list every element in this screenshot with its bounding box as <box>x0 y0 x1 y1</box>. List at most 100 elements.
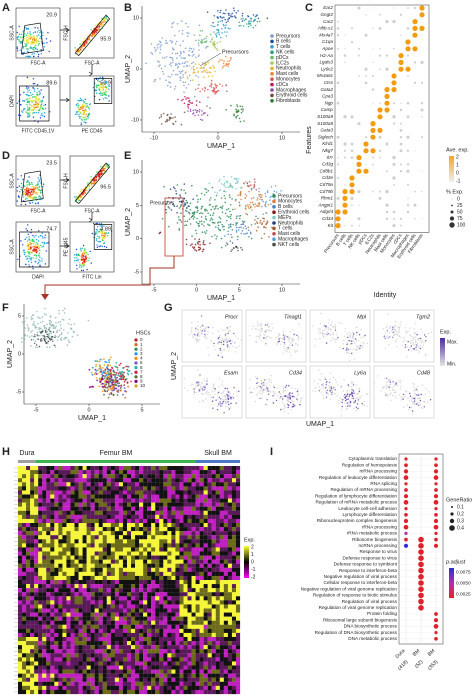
heat-cell <box>199 470 204 475</box>
cell-dot <box>291 392 293 394</box>
cell-dot <box>412 401 414 404</box>
cell-dot <box>355 340 357 342</box>
cell-dot <box>416 386 419 388</box>
cell-dot <box>196 194 198 197</box>
cell-dot <box>292 395 294 397</box>
cell-dot <box>122 366 125 369</box>
cell-dot <box>117 374 120 377</box>
cell-dot <box>230 213 232 216</box>
cell-dot <box>170 113 172 115</box>
event-dot <box>23 35 26 37</box>
cell-dot <box>404 346 406 348</box>
cell-dot <box>169 56 171 59</box>
cell-dot <box>201 382 204 385</box>
cell-dot <box>271 323 273 325</box>
cell-dot <box>320 388 322 390</box>
cell-dot <box>178 228 180 230</box>
cell-dot <box>218 404 220 407</box>
event-dot <box>16 190 18 192</box>
cell-dot <box>206 114 209 117</box>
event-dot <box>84 250 86 252</box>
mini-panel <box>245 365 307 419</box>
event-dot <box>20 240 22 242</box>
cell-dot <box>126 368 129 371</box>
cell-dot <box>59 324 62 326</box>
heat-cell <box>118 478 124 483</box>
cell-dot <box>342 390 344 393</box>
event-dot <box>27 98 29 100</box>
event-dot <box>37 240 40 242</box>
heat-cell <box>167 478 172 483</box>
expr-dot <box>399 136 403 139</box>
cell-dot <box>105 383 108 385</box>
heat-cell <box>223 466 228 471</box>
cell-dot <box>193 247 195 250</box>
cell-dot <box>223 338 225 341</box>
cell-dot <box>348 401 350 403</box>
legend-label: Erythroid cells <box>278 210 310 216</box>
heat-cell <box>106 486 111 491</box>
cell-dot <box>212 326 214 329</box>
cell-dot <box>150 43 153 45</box>
cell-dot <box>109 364 112 367</box>
cell-dot <box>49 323 51 326</box>
cell-dot <box>362 336 364 338</box>
cell-dot <box>230 225 232 228</box>
heat-cell <box>139 498 144 503</box>
cell-dot <box>113 387 116 390</box>
cell-dot <box>183 84 185 87</box>
cell-dot <box>219 221 222 223</box>
heat-cell <box>155 482 160 487</box>
cell-dot <box>215 194 218 197</box>
event-dot <box>39 180 41 182</box>
gene-label: Cd34 <box>322 216 333 221</box>
cell-dot <box>265 202 267 204</box>
cell-dot <box>201 330 204 332</box>
heat-cell <box>231 494 237 499</box>
cell-dot <box>398 394 401 396</box>
expr-dot <box>384 93 390 99</box>
cell-dot <box>179 63 181 65</box>
cell-dot <box>212 41 214 44</box>
cell-dot <box>270 330 272 332</box>
cell-dot <box>195 229 197 232</box>
heat-cell <box>18 490 23 495</box>
heat-cell <box>86 470 91 475</box>
cell-dot <box>67 323 70 325</box>
gate-arrow <box>88 212 93 223</box>
cell-dot <box>346 333 349 335</box>
event-dot <box>39 260 41 262</box>
heat-cell <box>102 486 107 491</box>
event-dot <box>32 78 35 80</box>
event-dot <box>36 37 38 39</box>
cell-dot <box>254 203 257 205</box>
cell-dot <box>229 326 231 328</box>
cell-dot <box>62 319 65 321</box>
cell-dot <box>394 320 397 323</box>
cell-dot <box>37 346 39 349</box>
heat-cell <box>139 494 144 499</box>
event-dot <box>39 91 41 94</box>
event-dot <box>25 55 27 58</box>
cell-dot <box>211 235 213 238</box>
cell-dot <box>330 387 333 390</box>
axis-label: PE CD45 <box>82 128 103 134</box>
cell-dot <box>176 63 178 66</box>
cell-dot <box>249 334 251 337</box>
expr-dot <box>398 66 404 72</box>
cell-dot <box>218 189 221 192</box>
cell-dot <box>209 199 211 201</box>
cell-dot <box>359 397 361 400</box>
expr-dot <box>372 27 374 30</box>
heat-cell <box>94 466 99 471</box>
cell-dot <box>199 244 201 246</box>
cell-dot <box>37 338 40 340</box>
event-dot <box>19 103 22 106</box>
cell-dot <box>110 372 112 375</box>
cell-dot <box>105 361 108 364</box>
cell-dot <box>323 329 326 331</box>
cell-dot <box>113 389 116 391</box>
cell-dot <box>245 18 247 20</box>
legend-swatch <box>134 384 138 388</box>
cell-dot <box>181 33 184 35</box>
